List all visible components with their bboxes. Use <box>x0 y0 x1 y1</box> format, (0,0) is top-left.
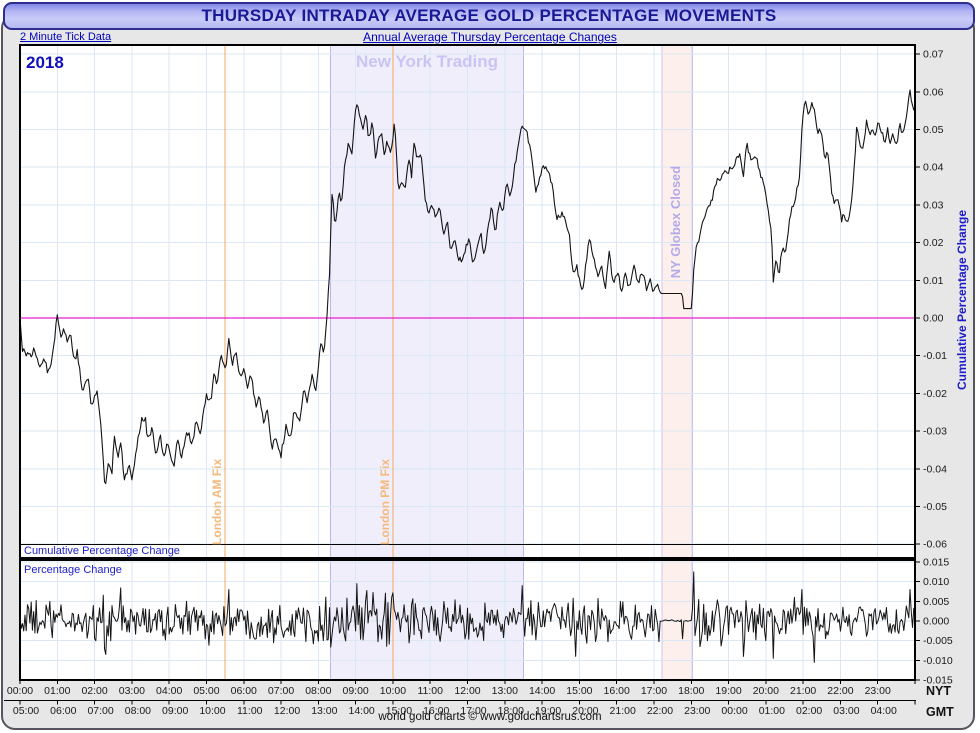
gmt-time-label: 01:00 <box>759 705 785 717</box>
nyt-time-label: 07:00 <box>268 685 294 697</box>
sub-series-group <box>20 571 915 663</box>
gmt-time-label: 11:00 <box>237 705 263 717</box>
footer-credit: world gold charts © www.goldchartsrus.co… <box>378 711 602 723</box>
nyt-time-label: 09:00 <box>342 685 368 697</box>
tick-data-label: 2 Minute Tick Data <box>20 31 112 43</box>
london-am-fix-label: London AM Fix <box>210 458 224 545</box>
ny-trading-band <box>330 45 524 558</box>
nyt-caption: NYT <box>926 684 951 698</box>
sub-axis-tick-label: -0.015 <box>923 674 953 686</box>
nyt-time-label: 19:00 <box>715 685 741 697</box>
main-axis-tick-label: -0.06 <box>923 539 947 551</box>
gmt-time-label: 12:00 <box>274 705 300 717</box>
globex-closed-label: NY Globex Closed <box>668 166 683 279</box>
chart-subtitle: Annual Average Thursday Percentage Chang… <box>363 30 617 44</box>
nyt-time-label: 17:00 <box>641 685 667 697</box>
nyt-time-label: 15:00 <box>566 685 592 697</box>
sub-axis-tick-label: 0.005 <box>923 596 949 608</box>
nyt-time-label: 16:00 <box>604 685 630 697</box>
gmt-time-label: 08:00 <box>125 705 151 717</box>
nyt-time-label: 10:00 <box>380 685 406 697</box>
main-series-group <box>20 89 915 485</box>
nyt-time-label: 06:00 <box>231 685 257 697</box>
gmt-time-label: 09:00 <box>162 705 188 717</box>
nyt-time-label: 18:00 <box>678 685 704 697</box>
nyt-time-label: 12:00 <box>454 685 480 697</box>
nyt-time-label: 14:00 <box>529 685 555 697</box>
gmt-time-label: 23:00 <box>684 705 710 717</box>
gmt-time-label: 21:00 <box>610 705 636 717</box>
gmt-time-label: 06:00 <box>50 705 76 717</box>
sub-axis-tick-label: -0.005 <box>923 635 953 647</box>
main-axis-tick-label: 0.03 <box>923 199 944 211</box>
main-axis-tick-label: 0.04 <box>923 162 944 174</box>
main-axis-tick-label: -0.02 <box>923 388 947 400</box>
gmt-time-label: 04:00 <box>871 705 897 717</box>
gmt-time-label: 18:00 <box>498 705 524 717</box>
gmt-time-label: 19:00 <box>535 705 561 717</box>
main-axis-tick-label: -0.03 <box>923 426 947 438</box>
title-bar: THURSDAY INTRADAY AVERAGE GOLD PERCENTAG… <box>3 2 975 30</box>
delta-series-line <box>20 571 915 663</box>
gmt-time-label: 13:00 <box>311 705 337 717</box>
nyt-time-label: 01:00 <box>44 685 70 697</box>
nyt-time-label: 04:00 <box>156 685 182 697</box>
gmt-time-label: 07:00 <box>87 705 113 717</box>
main-axis-tick-label: 0.01 <box>923 275 944 287</box>
gmt-time-label: 14:00 <box>348 705 374 717</box>
main-axis-tick-label: 0.02 <box>923 237 944 249</box>
gmt-caption: GMT <box>926 705 954 719</box>
main-axis-tick-label: 0.06 <box>923 86 944 98</box>
main-axis-tick-label: 0.00 <box>923 313 944 325</box>
gmt-time-label: 17:00 <box>460 705 486 717</box>
nyt-time-label: 11:00 <box>417 685 443 697</box>
ny-trading-label: New York Trading <box>356 52 498 71</box>
nyt-time-label: 05:00 <box>193 685 219 697</box>
gmt-time-label: 03:00 <box>833 705 859 717</box>
sub-axis-tick-label: 0.015 <box>923 557 949 569</box>
nyt-time-label: 20:00 <box>753 685 779 697</box>
nyt-time-label: 23:00 <box>865 685 891 697</box>
nyt-time-label: 02:00 <box>81 685 107 697</box>
nyt-time-label: 21:00 <box>790 685 816 697</box>
right-axis: 0.07 0.06 0.05 0.04 0.03 0.02 0.01 0.00 -0.01 -0.… <box>915 49 969 686</box>
nyt-time-label: 13:00 <box>492 685 518 697</box>
time-axis: 00:00 05:00 01:00 06:00 02:00 07:00 03:00 08:00… <box>4 680 954 719</box>
right-axis-title: Cumulative Percentage Change <box>955 210 969 390</box>
main-axis-tick-label: -0.05 <box>923 501 947 513</box>
gmt-time-label: 16:00 <box>423 705 449 717</box>
subtitle-bar: 2 Minute Tick Data Annual Average Thursd… <box>4 30 976 45</box>
page-title: THURSDAY INTRADAY AVERAGE GOLD PERCENTAG… <box>201 6 777 25</box>
main-axis-tick-label: 0.05 <box>923 124 944 136</box>
main-axis-tick-label: -0.01 <box>923 350 947 362</box>
gmt-time-label: 10:00 <box>199 705 225 717</box>
gmt-time-label: 05:00 <box>13 705 39 717</box>
gridlines <box>20 45 915 680</box>
sub-axis-tick-label: 0.010 <box>923 576 949 588</box>
nyt-time-label: 08:00 <box>305 685 331 697</box>
nyt-time-label: 00:00 <box>7 685 33 697</box>
gmt-time-label: 20:00 <box>572 705 598 717</box>
gmt-time-label: 22:00 <box>647 705 673 717</box>
gmt-time-label: 00:00 <box>721 705 747 717</box>
gmt-time-label: 15:00 <box>386 705 412 717</box>
year-label: 2018 <box>26 53 64 72</box>
cumulative-series-line <box>20 89 915 485</box>
sub-panel-label: Percentage Change <box>24 564 122 576</box>
globex-closed-band <box>662 45 693 558</box>
gmt-time-label: 02:00 <box>796 705 822 717</box>
main-axis-tick-label: -0.04 <box>923 463 947 475</box>
main-axis-tick-label: 0.07 <box>923 49 944 61</box>
nyt-time-label: 22:00 <box>827 685 853 697</box>
nyt-time-label: 03:00 <box>119 685 145 697</box>
london-pm-fix-label: London PM Fix <box>378 459 392 545</box>
main-panel-border <box>19 44 916 559</box>
sub-axis-tick-label: -0.010 <box>923 655 953 667</box>
main-panel-label: Cumulative Percentage Change <box>24 545 180 557</box>
sub-axis-tick-label: 0.000 <box>923 616 949 628</box>
